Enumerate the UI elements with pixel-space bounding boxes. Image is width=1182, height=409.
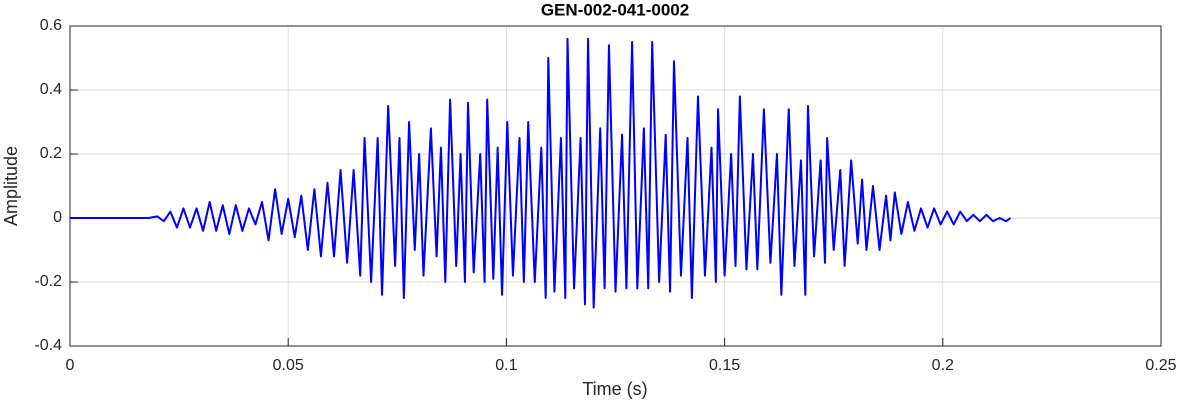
x-tick-label: 0.05 xyxy=(273,357,304,374)
x-tick-label: 0 xyxy=(66,357,75,374)
y-tick-label: 0 xyxy=(53,209,62,226)
waveform-line xyxy=(70,37,1012,309)
y-tick-label: 0.6 xyxy=(40,17,62,34)
y-tick-label: -0.2 xyxy=(34,273,62,290)
y-axis-label: Amplitude xyxy=(1,146,21,226)
y-tick-label: 0.2 xyxy=(40,145,62,162)
x-tick-label: 0.15 xyxy=(709,357,740,374)
x-tick-label: 0.2 xyxy=(932,357,954,374)
x-tick-label: 0.25 xyxy=(1145,357,1176,374)
y-tick-label: 0.4 xyxy=(40,81,62,98)
y-tick-label: -0.4 xyxy=(34,337,62,354)
axes-box xyxy=(69,25,1162,347)
chart-title: GEN-002-041-0002 xyxy=(541,0,689,19)
x-tick-label: 0.1 xyxy=(495,357,517,374)
x-axis-label: Time (s) xyxy=(582,379,647,399)
